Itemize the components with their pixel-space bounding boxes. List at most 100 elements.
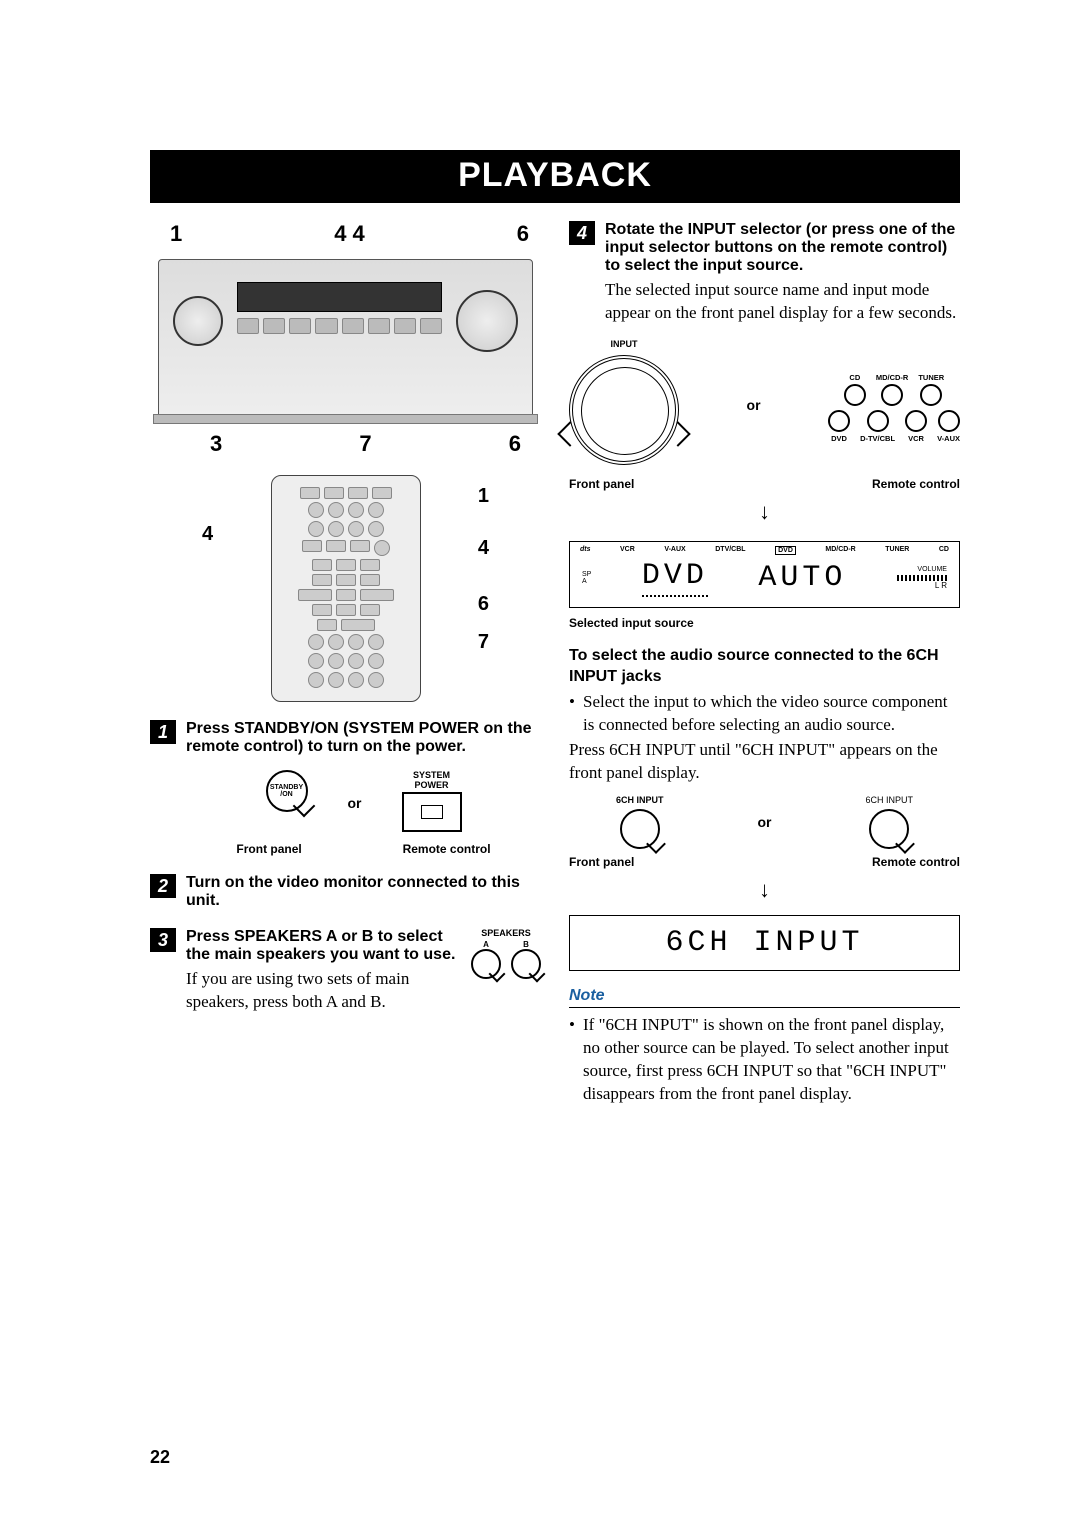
speaker-b-button-icon bbox=[511, 949, 541, 979]
speakers-figure: SPEAKERS A B bbox=[471, 928, 541, 979]
remote-illustration-wrap: 1 4 4 6 7 bbox=[150, 475, 541, 702]
callout: 1 bbox=[478, 485, 489, 508]
input-cd-label: CD bbox=[844, 373, 866, 382]
standby-button-figure: STANDBY /ON bbox=[266, 770, 308, 836]
callout: 6 bbox=[517, 221, 529, 247]
callout: 7 bbox=[478, 631, 489, 654]
or-label: or bbox=[747, 397, 761, 413]
system-label: SYSTEM bbox=[402, 770, 462, 780]
input-mdcdr-label: MD/CD-R bbox=[876, 373, 909, 382]
input-dial-icon bbox=[173, 296, 223, 346]
arrow-down-icon: ↓ bbox=[569, 877, 960, 903]
six-ch-button-rc-icon bbox=[869, 809, 909, 849]
display-source: DVD bbox=[642, 559, 708, 597]
callout: 4 bbox=[202, 523, 213, 546]
six-ch-display-text: 6CH INPUT bbox=[665, 926, 863, 960]
six-ch-label-rc: 6CH INPUT bbox=[865, 795, 913, 805]
src-dtvcbl: DTV/CBL bbox=[715, 546, 745, 555]
src-dvd-selected: DVD bbox=[775, 546, 796, 555]
speaker-b-label: B bbox=[511, 940, 541, 949]
input-dial-icon bbox=[569, 355, 679, 465]
step-1-heading: Press STANDBY/ON (SYSTEM POWER on the re… bbox=[186, 720, 541, 756]
input-vaux-button-icon bbox=[938, 410, 960, 432]
src-tuner: TUNER bbox=[885, 546, 909, 555]
selected-input-caption: Selected input source bbox=[569, 616, 960, 630]
step-number: 2 bbox=[150, 874, 176, 898]
front-panel-caption: Front panel bbox=[569, 855, 634, 869]
src-vcr: VCR bbox=[620, 546, 635, 555]
volume-indicator: VOLUME L R bbox=[897, 566, 947, 590]
step-4-captions: Front panel Remote control bbox=[569, 477, 960, 491]
button-row-icon bbox=[237, 318, 442, 334]
input-dtvcbl-button-icon bbox=[867, 410, 889, 432]
remote-control-caption: Remote control bbox=[403, 842, 491, 856]
src-mdcdr: MD/CD-R bbox=[825, 546, 855, 555]
step-3: 3 SPEAKERS A B Press SPEA bbox=[150, 928, 541, 1014]
step-1-figure: STANDBY /ON or SYSTEM POWER bbox=[186, 770, 541, 836]
remote-illustration bbox=[271, 475, 421, 702]
callout: 1 bbox=[170, 221, 182, 247]
or-label: or bbox=[757, 814, 771, 830]
input-cd-button-icon bbox=[844, 384, 866, 406]
front-panel-illustration bbox=[158, 259, 533, 419]
note-label: Note bbox=[569, 987, 960, 1008]
input-vcr-button-icon bbox=[905, 410, 927, 432]
dts-indicator: dts bbox=[580, 546, 591, 555]
note-list: If "6CH INPUT" is shown on the front pan… bbox=[569, 1014, 960, 1106]
page-title: PLAYBACK bbox=[150, 150, 960, 203]
display-icon bbox=[237, 282, 442, 312]
input-tuner-label: TUNER bbox=[918, 373, 944, 382]
front-panel-top-callouts: 1 4 4 6 bbox=[150, 221, 541, 249]
power-button-icon bbox=[402, 792, 462, 832]
speaker-a-label: A bbox=[471, 940, 501, 949]
display-panel-figure: dts VCR V-AUX DTV/CBL DVD MD/CD-R TUNER … bbox=[569, 541, 960, 608]
callout: 6 bbox=[478, 593, 489, 616]
lr-indicator: L R bbox=[935, 581, 947, 590]
right-column: 4 Rotate the INPUT selector (or press on… bbox=[569, 221, 960, 1106]
step-4-text: The selected input source name and input… bbox=[605, 279, 960, 325]
input-mdcdr-button-icon bbox=[881, 384, 903, 406]
system-power-figure: SYSTEM POWER bbox=[402, 770, 462, 836]
content-columns: 1 4 4 6 3 7 6 1 4 4 6 7 bbox=[150, 221, 960, 1106]
six-ch-bullet: Select the input to which the video sour… bbox=[569, 691, 960, 737]
display-mode: AUTO bbox=[758, 561, 846, 595]
input-vcr-label: VCR bbox=[905, 434, 927, 443]
callout: 6 bbox=[509, 431, 521, 457]
callout: 3 bbox=[210, 431, 222, 457]
power-label: POWER bbox=[402, 780, 462, 790]
callout: 4 bbox=[478, 537, 489, 560]
input-dvd-button-icon bbox=[828, 410, 850, 432]
step-2-heading: Turn on the video monitor connected to t… bbox=[186, 874, 541, 910]
standby-button-icon: STANDBY /ON bbox=[266, 770, 308, 812]
step-4-figure-row: INPUT or CD MD/CD-R TUNER DVD D-TV/CBL V… bbox=[569, 339, 960, 471]
volume-label: VOLUME bbox=[917, 566, 947, 573]
step-1: 1 Press STANDBY/ON (SYSTEM POWER on the … bbox=[150, 720, 541, 856]
input-dvd-label: DVD bbox=[828, 434, 850, 443]
step-number: 4 bbox=[569, 221, 595, 245]
step-1-captions: Front panel Remote control bbox=[186, 842, 541, 856]
step-4: 4 Rotate the INPUT selector (or press on… bbox=[569, 221, 960, 325]
six-ch-paragraph: Press 6CH INPUT until "6CH INPUT" appear… bbox=[569, 739, 960, 785]
remote-control-caption: Remote control bbox=[872, 855, 960, 869]
six-ch-bullet-list: Select the input to which the video sour… bbox=[569, 691, 960, 737]
step-2: 2 Turn on the video monitor connected to… bbox=[150, 874, 541, 910]
note-text: If "6CH INPUT" is shown on the front pan… bbox=[569, 1014, 960, 1106]
input-vaux-label: V-AUX bbox=[937, 434, 960, 443]
six-ch-label-fp: 6CH INPUT bbox=[616, 795, 664, 805]
input-dtvcbl-label: D-TV/CBL bbox=[860, 434, 895, 443]
front-panel-caption: Front panel bbox=[569, 477, 634, 491]
volume-dial-icon bbox=[456, 290, 518, 352]
callout: 4 4 bbox=[334, 221, 365, 247]
src-vaux: V-AUX bbox=[664, 546, 685, 555]
six-ch-display-figure: 6CH INPUT bbox=[569, 915, 960, 971]
six-ch-heading: To select the audio source connected to … bbox=[569, 646, 960, 688]
rotate-left-arrow-icon bbox=[557, 421, 582, 446]
rotate-right-arrow-icon bbox=[665, 421, 690, 446]
callout: 7 bbox=[359, 431, 371, 457]
front-panel-bottom-callouts: 3 7 6 bbox=[150, 425, 541, 457]
input-tuner-button-icon bbox=[920, 384, 942, 406]
speaker-a-button-icon bbox=[471, 949, 501, 979]
six-ch-figure: 6CH INPUT or 6CH INPUT bbox=[569, 795, 960, 849]
speakers-label: SPEAKERS bbox=[471, 928, 541, 938]
step-number: 3 bbox=[150, 928, 176, 952]
